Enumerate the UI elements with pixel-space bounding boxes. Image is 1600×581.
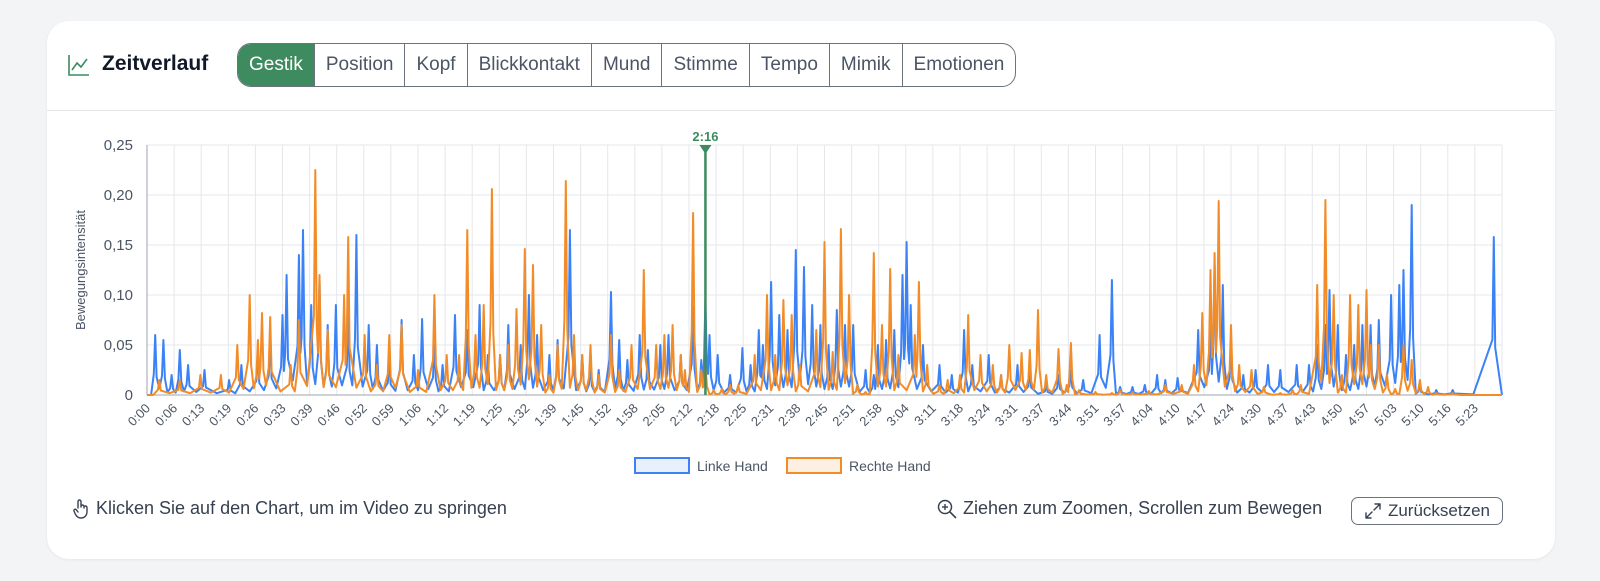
x-tick-label: 4:30: [1236, 401, 1265, 430]
x-tick-label: 0:13: [179, 401, 208, 430]
expand-icon: [1365, 503, 1381, 519]
timeline-card: Zeitverlauf Gestik Position Kopf Blickko…: [47, 21, 1555, 559]
tab-gestik[interactable]: Gestik: [238, 44, 315, 86]
chart-line-icon: [68, 55, 89, 76]
x-tick-label: 0:52: [341, 401, 370, 430]
x-tick-label: 4:04: [1127, 401, 1156, 430]
playhead-marker-triangle: [699, 145, 712, 154]
x-tick-label: 2:05: [640, 401, 669, 430]
tab-kopf[interactable]: Kopf: [405, 44, 468, 86]
x-tick-label: 2:58: [856, 401, 885, 430]
x-tick-label: 2:25: [721, 401, 750, 430]
x-tick-label: 1:25: [477, 401, 506, 430]
x-tick-label: 1:19: [450, 401, 479, 430]
x-tick-label: 0:46: [314, 401, 343, 430]
x-tick-label: 4:17: [1182, 401, 1211, 430]
y-tick-label: 0,10: [104, 287, 133, 304]
tab-blickkontakt[interactable]: Blickkontakt: [468, 44, 592, 86]
playhead-marker-label: 2:16: [692, 129, 718, 144]
x-tick-label: 5:03: [1371, 401, 1400, 430]
x-tick-label: 3:04: [883, 401, 912, 430]
x-tick-label: 0:39: [287, 401, 316, 430]
reset-label: Zurücksetzen: [1387, 501, 1491, 520]
x-tick-label: 4:43: [1290, 401, 1319, 430]
click-hint: Klicken Sie auf den Chart, um im Video z…: [72, 498, 507, 519]
x-tick-label: 4:57: [1344, 401, 1373, 430]
legend-rechte-hand-label: Rechte Hand: [849, 458, 931, 474]
tab-mimik[interactable]: Mimik: [830, 44, 903, 86]
x-tick-label: 3:24: [965, 401, 994, 430]
hand-pointer-icon: [73, 498, 88, 519]
x-tick-label: 2:12: [667, 401, 696, 430]
tab-emotionen[interactable]: Emotionen: [913, 54, 1005, 75]
y-axis-label: Bewegungsintensität: [73, 210, 88, 330]
x-tick-label: 1:45: [558, 401, 587, 430]
x-tick-label: 4:37: [1263, 401, 1292, 430]
x-tick-label: 1:58: [612, 401, 641, 430]
y-tick-label: 0,15: [104, 237, 133, 254]
x-tick-label: 2:31: [748, 401, 777, 430]
x-tick-label: 0:19: [206, 401, 235, 430]
card-header: Zeitverlauf Gestik Position Kopf Blickko…: [47, 21, 1555, 111]
x-tick-label: 4:50: [1317, 401, 1346, 430]
x-tick-label: 5:23: [1453, 401, 1482, 430]
zoom-in-icon: [937, 499, 957, 518]
x-tick-label: 1:52: [585, 401, 614, 430]
x-tick-label: 4:10: [1154, 401, 1183, 430]
x-tick-label: 0:59: [369, 401, 398, 430]
x-tick-label: 1:12: [423, 401, 452, 430]
x-tick-label: 3:51: [1073, 401, 1102, 430]
x-tick-label: 4:24: [1209, 401, 1238, 430]
y-tick-label: 0: [125, 387, 133, 404]
timeline-chart[interactable]: 0 0,05 0,10 0,15 0,20 0,25 0:000:060:130:190:2…: [47, 111, 1555, 551]
x-tick-label: 3:44: [1046, 401, 1075, 430]
reset-zoom-button[interactable]: Zurücksetzen: [1351, 497, 1503, 525]
legend-rechte-hand-swatch: [786, 457, 842, 474]
legend-linke-hand-swatch: [634, 457, 690, 474]
x-tick-label: 1:39: [531, 401, 560, 430]
x-tick-label: 0:00: [125, 401, 154, 430]
y-tick-label: 0,25: [104, 137, 133, 154]
tab-mund[interactable]: Mund: [592, 44, 663, 86]
x-tick-label: 3:37: [1019, 401, 1048, 430]
x-tick-label: 3:18: [938, 401, 967, 430]
x-tick-label: 1:06: [396, 401, 425, 430]
x-tick-label: 2:38: [775, 401, 804, 430]
x-tick-label: 5:10: [1398, 401, 1427, 430]
x-tick-label: 2:51: [829, 401, 858, 430]
x-tick-label: 3:31: [992, 401, 1021, 430]
series-line-rechte-hand: [147, 169, 1502, 396]
x-tick-label: 3:57: [1100, 401, 1129, 430]
y-tick-label: 0,20: [104, 187, 133, 204]
legend-linke-hand-label: Linke Hand: [697, 458, 768, 474]
x-tick-label: 0:33: [260, 401, 289, 430]
x-tick-label: 5:16: [1425, 401, 1454, 430]
x-tick-label: 0:26: [233, 401, 262, 430]
x-tick-label: 2:18: [694, 401, 723, 430]
x-tick-label: 1:32: [504, 401, 533, 430]
x-tick-label: 3:11: [911, 401, 939, 429]
tab-stimme[interactable]: Stimme: [662, 44, 750, 86]
zoom-hint: Ziehen zum Zoomen, Scrollen zum Bewegen: [937, 498, 1322, 519]
zoom-hint-text: Ziehen zum Zoomen, Scrollen zum Bewegen: [963, 498, 1323, 518]
y-tick-label: 0,05: [104, 337, 133, 354]
x-tick-label: 0:06: [152, 401, 181, 430]
metric-tabs: Gestik Position Kopf Blickkontakt Mund S…: [237, 43, 1017, 87]
x-tick-label: 2:45: [802, 401, 831, 430]
tab-tempo[interactable]: Tempo: [750, 44, 830, 86]
click-hint-text: Klicken Sie auf den Chart, um im Video z…: [96, 498, 507, 518]
tab-position[interactable]: Position: [315, 44, 406, 86]
card-title: Zeitverlauf: [102, 52, 209, 75]
